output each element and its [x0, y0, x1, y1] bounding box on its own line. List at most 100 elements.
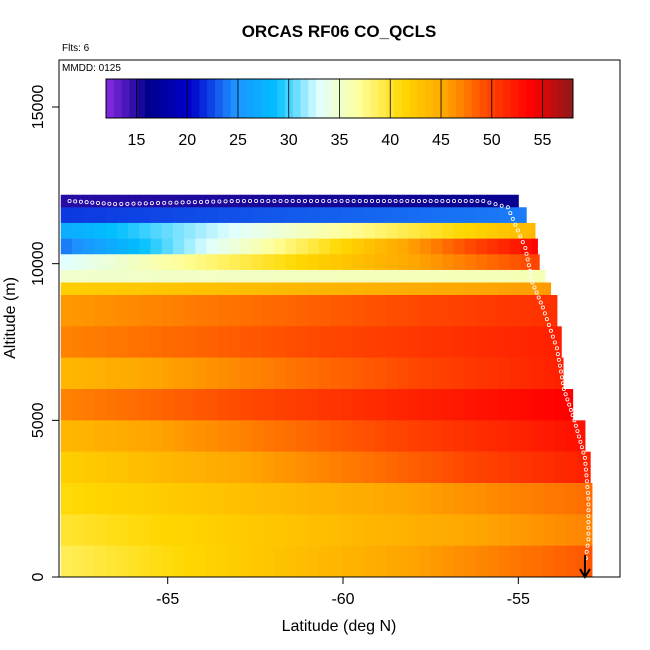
track-point [572, 418, 577, 423]
heatmap-cell [128, 207, 140, 224]
heatmap-cell [161, 389, 174, 421]
heatmap-cell [509, 238, 522, 255]
heatmap-cell [105, 420, 118, 452]
heatmap-cell [262, 420, 275, 452]
heatmap-cell [150, 222, 163, 239]
track-point [552, 340, 557, 345]
heatmap-cell [229, 545, 241, 578]
colorbar-swatch [355, 79, 364, 118]
heatmap-cell [475, 254, 488, 271]
heatmap-cell [397, 326, 410, 358]
heatmap-cell [419, 420, 432, 452]
heatmap-cell [229, 514, 241, 546]
heatmap-cell [509, 420, 522, 452]
heatmap-cell [184, 420, 196, 452]
colorbar-swatch [347, 79, 356, 118]
heatmap-cell [475, 389, 488, 421]
heatmap-cell [363, 269, 376, 283]
heatmap-cell [509, 357, 522, 390]
colorbar-swatch [565, 79, 574, 118]
heatmap-cell [442, 357, 454, 390]
heatmap-cell [161, 483, 174, 515]
heatmap-cell [341, 326, 353, 358]
heatmap-cell [442, 420, 454, 452]
heatmap-cell [296, 451, 309, 484]
heatmap-cell [341, 514, 353, 546]
heatmap-cell [352, 238, 365, 255]
track-point [168, 200, 173, 205]
heatmap-cell [128, 420, 140, 452]
heatmap-cell [408, 207, 421, 224]
track-point [411, 198, 416, 203]
track-point [143, 201, 148, 206]
heatmap-cell [161, 254, 174, 271]
heatmap-cell [184, 357, 196, 390]
heatmap-cell [363, 545, 376, 578]
heatmap-cell [150, 194, 163, 208]
heatmap-cell [217, 514, 230, 546]
heatmap-cell [352, 389, 365, 421]
heatmap-cell [386, 389, 398, 421]
heatmap-cell [554, 545, 567, 578]
heatmap-cell [576, 451, 589, 484]
heatmap-cell [453, 194, 466, 208]
track-point [333, 198, 338, 203]
heatmap-cell [464, 254, 477, 271]
heatmap-cell [330, 326, 342, 358]
heatmap-cell [83, 420, 95, 452]
heatmap-cell [318, 254, 331, 271]
heatmap-cell [251, 254, 264, 271]
heatmap-cell [520, 357, 533, 390]
colorbar-swatch [393, 79, 403, 118]
heatmap-cell [217, 357, 230, 390]
heatmap-cell [184, 545, 196, 578]
heatmap-cell [442, 282, 454, 296]
track-point [487, 200, 492, 205]
heatmap-cell [217, 282, 230, 296]
track-point [584, 473, 589, 478]
heatmap-cell [105, 326, 118, 358]
heatmap-cell [285, 389, 297, 421]
colorbar-swatch [292, 79, 301, 118]
track-point [555, 352, 560, 357]
heatmap-cell [318, 420, 331, 452]
heatmap-cell [60, 238, 73, 255]
heatmap-cell [464, 295, 477, 327]
heatmap-cell [60, 282, 73, 296]
heatmap-cell [431, 295, 443, 327]
heatmap-cell [498, 295, 511, 327]
heatmap-cell [363, 326, 376, 358]
heatmap-cell [262, 545, 275, 578]
heatmap-cell [498, 451, 511, 484]
heatmap-cell [498, 357, 511, 390]
heatmap-cell [206, 514, 219, 546]
colorbar-tick-label: 15 [128, 132, 146, 149]
track-point [586, 519, 591, 524]
track-point [584, 479, 589, 484]
heatmap-cell [464, 483, 477, 515]
heatmap-cell [307, 282, 320, 296]
heatmap-cell [83, 282, 95, 296]
heatmap-cell [554, 514, 567, 546]
heatmap-cell [576, 545, 589, 578]
track-point [536, 295, 541, 300]
heatmap-cell [431, 483, 443, 515]
heatmap-cell [341, 357, 353, 390]
track-point [284, 198, 289, 203]
track-point [452, 198, 457, 203]
heatmap-cell [71, 451, 84, 484]
y-tick-label: 15000 [30, 85, 47, 130]
heatmap-cell [184, 295, 196, 327]
heatmap-cell [251, 545, 264, 578]
heatmap-cell [374, 514, 387, 546]
heatmap-cell [330, 389, 342, 421]
track-point [387, 198, 392, 203]
track-point [557, 363, 562, 368]
track-point [290, 198, 295, 203]
heatmap-cell [161, 545, 174, 578]
heatmap-cell [464, 222, 477, 239]
heatmap-cell [419, 483, 432, 515]
colorbar-swatch [277, 79, 286, 118]
heatmap-cell [273, 269, 286, 283]
colorbar-swatch [557, 79, 566, 118]
